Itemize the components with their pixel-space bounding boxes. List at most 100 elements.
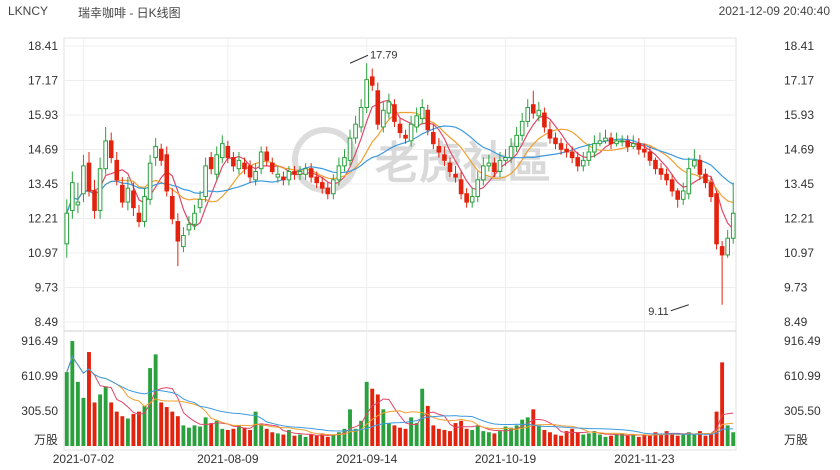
volume-bar: [381, 409, 386, 446]
volume-bar: [609, 435, 613, 446]
price-axis-right: 18.41 17.17 15.93 14.69 13.45 12.21 10.97 9.73 8…: [784, 39, 814, 329]
candle: [369, 68, 375, 91]
grid: [63, 37, 737, 451]
price-tick-left: 15.93: [28, 108, 58, 122]
price-tick-right: 10.97: [784, 246, 814, 260]
volume-tick-right: 916.49: [784, 334, 821, 348]
candle: [636, 138, 642, 155]
low-annotation: 9.11: [648, 306, 669, 318]
candle: [725, 229, 730, 258]
volume-bar: [653, 432, 658, 446]
volume-bar: [559, 435, 564, 446]
candle: [186, 215, 192, 236]
volume-bar: [270, 432, 275, 446]
candle: [608, 132, 614, 150]
candle: [325, 182, 331, 200]
volume-bar: [342, 428, 347, 446]
candle: [75, 182, 81, 214]
volume-bar: [159, 402, 164, 446]
price-tick-right: 14.69: [784, 143, 814, 157]
volume-bar: [509, 427, 514, 446]
volume-bar: [303, 436, 308, 446]
volume-ma20-line: [66, 355, 734, 435]
volume-bar: [520, 419, 525, 446]
candle: [642, 143, 647, 158]
candle: [686, 157, 692, 200]
candle: [436, 138, 442, 158]
volume-bar: [620, 433, 625, 446]
volume-bar: [120, 416, 125, 446]
volume-bar: [325, 436, 330, 446]
candle: [419, 99, 425, 125]
x-tick-label: 2021-07-02: [53, 452, 115, 466]
volume-bar: [614, 434, 619, 446]
volume-bar: [98, 394, 103, 446]
volume-bar: [403, 428, 408, 446]
volume-ma5-line: [66, 355, 734, 437]
volume-bar: [375, 394, 380, 446]
candle: [103, 126, 108, 175]
volume-bar: [659, 434, 663, 446]
volume-bar: [353, 428, 358, 446]
volume-bar: [470, 429, 475, 446]
high-annotation: 17.79: [370, 49, 398, 61]
candle: [364, 63, 369, 114]
candle: [164, 146, 170, 197]
volume-bar: [464, 428, 469, 446]
chart-title: 瑞幸咖啡 - 日K线图: [78, 6, 181, 20]
candle: [97, 157, 103, 219]
candle: [253, 163, 258, 186]
volume-bar: [481, 431, 486, 446]
candle: [603, 129, 608, 144]
candle: [358, 99, 364, 133]
candle: [147, 154, 153, 205]
volume-bar: [703, 435, 708, 446]
candle: [697, 154, 703, 180]
candle: [381, 101, 386, 133]
candle: [403, 129, 408, 144]
candle: [669, 174, 675, 197]
volume-bar: [548, 432, 552, 446]
candle: [336, 157, 342, 186]
volume-bar: [220, 428, 225, 446]
candle: [214, 146, 220, 180]
volume-bar: [448, 431, 452, 446]
price-tick-left: 10.97: [28, 246, 58, 260]
volume-bar: [187, 427, 191, 446]
volume-tick-left: 305.50: [21, 404, 58, 418]
price-tick-right: 18.41: [784, 39, 814, 53]
price-tick-left: 13.45: [28, 177, 58, 191]
candle: [264, 146, 270, 166]
candle: [392, 99, 397, 127]
x-tick-label: 2021-08-09: [197, 452, 259, 466]
volume-bar: [192, 425, 197, 446]
volume-bar: [414, 423, 419, 446]
volume-bar: [236, 425, 241, 446]
candle: [297, 165, 303, 180]
candle: [314, 171, 319, 189]
candle: [303, 163, 308, 180]
volume-bar: [459, 420, 464, 446]
candle: [564, 143, 569, 158]
x-tick-label: 2021-11-23: [614, 452, 675, 466]
volume-bar: [214, 420, 219, 446]
volume-bar: [731, 432, 736, 446]
volume-bar: [109, 402, 114, 446]
volume-tick-right: 305.50: [784, 404, 821, 418]
volume-bar: [331, 434, 336, 446]
volume-bar: [542, 429, 547, 446]
candle: [414, 107, 419, 133]
volume-tick-right: 610.99: [784, 369, 821, 383]
candle: [580, 152, 586, 172]
volume-bar: [175, 416, 180, 446]
volume-bar: [625, 435, 630, 446]
volume-bar: [209, 423, 214, 446]
candle: [175, 213, 181, 267]
candle: [181, 227, 186, 253]
volume-bar: [286, 429, 291, 446]
candle: [536, 101, 542, 122]
volume-bar: [514, 425, 519, 446]
volume-bar: [153, 354, 158, 446]
volume-bar: [675, 435, 680, 446]
